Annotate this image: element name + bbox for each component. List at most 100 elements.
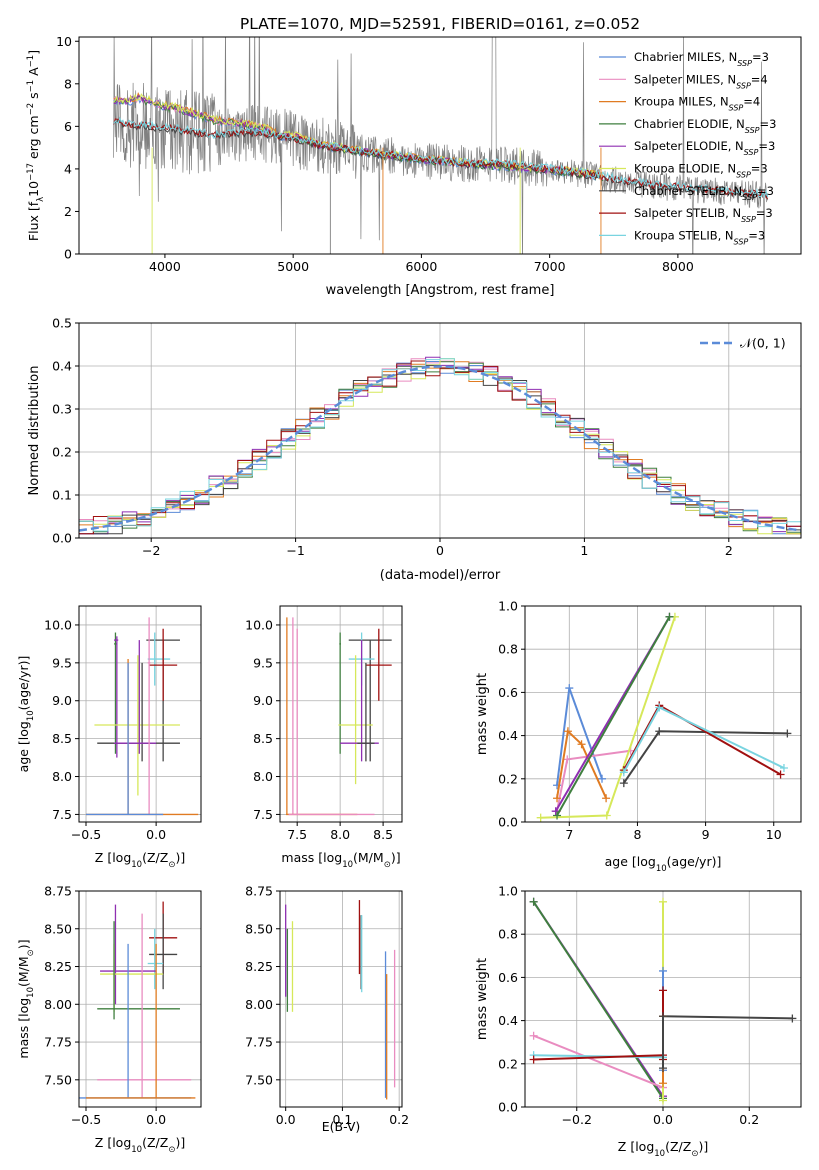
x-tick-label: 0.2 (389, 1112, 409, 1127)
y-tick-label: 0.0 (498, 1100, 518, 1115)
y-tick-label: 0.6 (498, 970, 518, 985)
series-point (659, 1064, 667, 1073)
model-spectrum (113, 118, 769, 200)
y-tick-label: 9.0 (253, 693, 273, 708)
series-point (602, 811, 611, 820)
y-axis-label: mass [log10(M/M⊙)] (16, 939, 36, 1058)
series-point (659, 1079, 667, 1088)
series-line (532, 901, 664, 1099)
x-tick-label: 8.0 (330, 827, 350, 842)
y-tick-label: 0.2 (498, 771, 518, 786)
x-tick-label: 0.2 (739, 1112, 759, 1127)
y-tick-label: 0 (64, 247, 72, 262)
series-point (565, 684, 574, 693)
massweight-vs-metallicity-panel: −0.2 0.0 0.2 0.0 0.2 0.4 0.6 0.8 1.0 Z [log10(Z/Z… (475, 884, 802, 1159)
series-point (783, 729, 792, 738)
error-bars (79, 901, 196, 1099)
x-tick-label: −0.5 (71, 1112, 101, 1127)
axes-frame (78, 36, 802, 255)
x-axis-label: (data-model)/error (380, 568, 501, 583)
legend-label: Chabrier ELODIE, NSSP=3 (634, 117, 776, 134)
x-tick-label: 7 (565, 827, 573, 842)
y-tick-label: 0.1 (52, 488, 72, 503)
series-point (619, 768, 628, 777)
legend-label: Kroupa MILES, NSSP=4 (634, 95, 760, 113)
y-tick-label: 8.25 (44, 959, 72, 974)
y-tick-label: 7.75 (245, 1035, 273, 1050)
y-tick-label: 9.5 (253, 655, 273, 670)
y-tick-label: 0.6 (498, 685, 518, 700)
series-point (553, 794, 562, 803)
series-point (536, 813, 545, 822)
y-tick-label: 8.50 (44, 921, 72, 936)
series-line (662, 1015, 793, 1020)
x-tick-label: 7.5 (287, 827, 307, 842)
x-axis-label: Z [log10(Z/Z⊙)] (95, 1135, 185, 1155)
x-tick-label: 0.1 (332, 1112, 352, 1127)
y-tick-label: 8.5 (52, 731, 72, 746)
series-point (779, 764, 788, 772)
series-line (556, 729, 608, 799)
y-tick-label: 10 (56, 34, 72, 49)
residual-histogram (79, 358, 801, 532)
y-tick-label: 0.4 (498, 728, 518, 743)
spectrum-panel: 4000 5000 6000 7000 8000 0 2 4 6 8 10 wavelength [A… (26, 34, 802, 298)
y-tick-label: 8.0 (253, 769, 273, 784)
axes-frame (279, 605, 403, 823)
legend-label: Chabrier STELIB, NSSP=3 (634, 184, 774, 202)
y-tick-label: 0.8 (498, 642, 518, 657)
massweight-vs-age-panel: 7 8 9 10 0.0 0.2 0.4 0.6 0.8 1.0 age [log10(age/yr… (475, 599, 802, 874)
x-tick-label: 6000 (405, 259, 437, 274)
x-tick-label: −2 (142, 543, 160, 558)
series-point (776, 770, 785, 779)
series-point (619, 779, 628, 788)
y-tick-label: 4 (64, 161, 72, 176)
series-point (659, 1096, 667, 1105)
y-axis-label: Flux [fλ10−17 erg cm−2 s−1 A−1] (26, 50, 46, 241)
y-tick-label: 10.0 (245, 617, 273, 632)
series-line (533, 1034, 664, 1089)
series-point (659, 1012, 667, 1021)
y-tick-label: 9.0 (52, 693, 72, 708)
x-tick-label: −1 (286, 543, 304, 558)
x-tick-label: 0 (436, 543, 444, 558)
observed-spectrum (113, 37, 769, 254)
y-tick-label: 8.00 (245, 997, 273, 1012)
legend: Chabrier MILES, NSSP=3 Salpeter MILES, NS… (599, 50, 776, 246)
y-tick-label: 8.0 (52, 769, 72, 784)
age-vs-mass-panel: 7.5 8.0 8.5 7.5 8.0 8.5 9.0 9.5 10.0 mass [log10(… (245, 605, 403, 870)
legend-label: Kroupa STELIB, NSSP=3 (634, 228, 765, 246)
series-point (563, 727, 572, 736)
x-tick-label: 2 (725, 543, 733, 558)
legend-label: Salpeter MILES, NSSP=4 (634, 72, 768, 90)
y-tick-label: 7.5 (253, 807, 273, 822)
x-tick-label: 0.0 (653, 1112, 673, 1127)
series-point (577, 740, 586, 749)
spectrum-traces (113, 37, 769, 254)
y-tick-label: 7.5 (52, 807, 72, 822)
error-bars (286, 617, 392, 816)
y-tick-label: 7.50 (44, 1072, 72, 1087)
y-tick-label: 6 (64, 119, 72, 134)
y-tick-label: 1.0 (498, 599, 518, 614)
legend-label: 𝒩(0, 1) (740, 336, 786, 351)
series-point (602, 794, 611, 803)
series-point (655, 727, 664, 736)
x-tick-label: 4000 (149, 259, 181, 274)
series-point (788, 1014, 797, 1023)
age-vs-metallicity-panel: −0.5 0.0 7.5 8.0 8.5 9.0 9.5 10.0 Z [log10(Z/Z⊙)… (16, 605, 202, 870)
y-tick-label: 9.5 (52, 655, 72, 670)
x-tick-label: 0.0 (146, 1112, 166, 1127)
y-tick-label: 0.2 (52, 445, 72, 460)
y-tick-label: 8.00 (44, 997, 72, 1012)
normal-curve (79, 365, 801, 532)
y-tick-label: 8 (64, 76, 72, 91)
y-axis-label: mass weight (475, 673, 490, 755)
series-point (553, 811, 562, 820)
residual-histogram (79, 358, 801, 535)
y-tick-label: 0.0 (52, 531, 72, 546)
y-tick-label: 2 (64, 204, 72, 219)
series-point (665, 612, 674, 621)
y-tick-label: 0.8 (498, 927, 518, 942)
